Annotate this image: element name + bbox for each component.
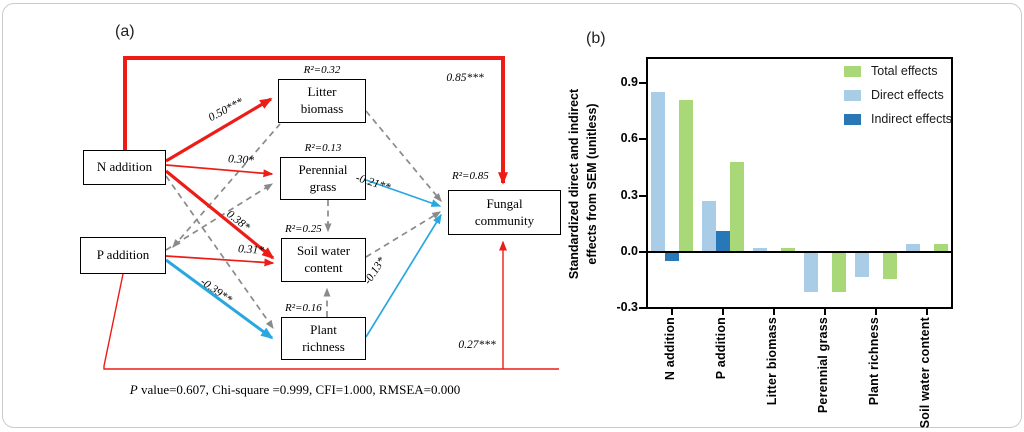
bar-plant-richness-direct [855, 253, 870, 278]
sem-box-n-addition: N addition [83, 150, 166, 185]
x-tick-n-addition [670, 309, 673, 315]
sem-diagram-panel: (a) [35, 23, 561, 398]
legend-item-total-effects: Total effects [844, 64, 952, 78]
coef-n-perennial: 0.30* [227, 153, 255, 167]
y-axis-title-line2: effects from SEM (unitless) [584, 103, 599, 265]
x-tick-litter-biomass [772, 309, 775, 315]
model-fit-stats: P value=0.607, Chi-square =0.999, CFI=1.… [35, 382, 555, 398]
y-axis-title: Standardized direct and indirect effects… [566, 24, 602, 344]
r2-perennial-grass: R²=0.13 [304, 142, 342, 154]
bar-plant-richness-total [883, 253, 898, 280]
bar-p-addition-indirect [715, 231, 730, 252]
bar-n-addition-total [678, 99, 693, 252]
y-axis-title-line1: Standardized direct and indirect [567, 88, 581, 280]
coef-p-fungal: 0.27*** [458, 339, 496, 351]
sem-box-litter-biomass: Litter biomass [278, 79, 366, 123]
legend-swatch-total-effects [844, 65, 861, 77]
panel-b-label: (b) [586, 30, 606, 47]
r2-fungal-community: R²=0.85 [452, 170, 489, 182]
y-tick-label: 0.0 [620, 244, 638, 258]
legend-label-indirect-effects: Indirect effects [871, 112, 953, 126]
fit-stats-p: P [129, 382, 138, 397]
y-tick [639, 307, 646, 310]
coef-p-soil: 0.31* [237, 243, 265, 257]
legend-item-direct-effects: Direct effects [844, 88, 952, 102]
y-tick [639, 82, 646, 85]
x-tick-perennial-grass [824, 309, 827, 315]
panel-a-label: (a) [115, 23, 135, 40]
path-p-addition-to-perennial-grass [165, 183, 274, 251]
sem-box-p-addition: P addition [80, 237, 166, 274]
path-n-addition-to-perennial-grass [165, 164, 274, 178]
path-p-addition-to-soil-water [165, 255, 275, 267]
y-tick [639, 251, 646, 253]
x-tick-p-addition [721, 309, 724, 315]
bar-n-addition-indirect [664, 253, 679, 261]
bar-perennial-grass-direct [804, 253, 819, 293]
path-n-addition-to-litter-biomass [165, 97, 273, 163]
r2-litter-biomass: R²=0.32 [303, 64, 341, 76]
bar-n-addition-direct [650, 92, 665, 252]
y-tick-label: 0.3 [620, 187, 638, 202]
y-tick [639, 138, 646, 141]
bar-litter-biomass-direct [752, 248, 767, 252]
y-tick-label: -0.3 [616, 300, 638, 315]
legend-item-indirect-effects: Indirect effects [844, 112, 952, 126]
sem-box-plant-richness: Plant richness [281, 317, 366, 360]
path-plant-richness-to-fungal-community [365, 213, 442, 338]
sem-box-fungal-community: Fungal community [448, 190, 561, 235]
x-tick-plant-richness [875, 309, 878, 315]
bar-p-addition-total [729, 161, 744, 252]
legend-label-direct-effects: Direct effects [871, 88, 944, 102]
r2-soil-water-content: R²=0.25 [285, 223, 322, 235]
path-n-addition-to-fungal-community [123, 56, 508, 185]
legend: Total effects Direct effects Indirect effe… [844, 64, 952, 136]
x-axis-label-n-addition: N addition [662, 317, 677, 381]
path-litter-biomass-to-fungal-community [365, 110, 442, 202]
x-axis-label-plant-richness: Plant richness [867, 317, 882, 406]
x-axis-label-perennial-grass: Perennial grass [816, 317, 831, 414]
bar-chart-panel: (b) Standardized direct and indirect eff… [560, 0, 1024, 432]
path-perennial-grass-to-fungal-community [365, 179, 442, 207]
legend-label-total-effects: Total effects [871, 64, 938, 78]
sem-arrows-svg [103, 56, 559, 370]
path-soil-water-to-fungal-community [365, 211, 442, 258]
x-axis-label-litter-biomass: Litter biomass [764, 317, 779, 406]
sem-box-perennial-grass: Perennial grass [280, 157, 366, 200]
zero-line [646, 251, 953, 253]
x-axis-label-soil-water-content: Soil water content [918, 317, 933, 429]
bar-p-addition-direct [701, 201, 716, 252]
bar-soil-water-content-total [934, 244, 949, 252]
path-p-addition-to-plant-richness [165, 258, 274, 340]
path-p-addition-to-litter-biomass [172, 123, 281, 248]
x-axis-label-p-addition: P addition [713, 317, 728, 380]
r2-plant-richness: R²=0.16 [285, 302, 322, 314]
bar-perennial-grass-total [832, 253, 847, 293]
legend-swatch-direct-effects [844, 89, 861, 101]
bar-soil-water-content-direct [906, 244, 921, 252]
sem-box-soil-water-content: Soil water content [281, 238, 366, 282]
y-tick [639, 194, 646, 197]
coef-n-fungal: 0.85*** [446, 72, 484, 84]
path-p-addition-to-fungal-community-route [103, 273, 559, 370]
plot-area: Total effects Direct effects Indirect effe… [646, 57, 953, 309]
y-tick-label: 0.6 [620, 131, 638, 146]
path-n-addition-to-soil-water [164, 169, 275, 260]
x-tick-soil-water-content [926, 309, 929, 315]
bar-litter-biomass-total [780, 248, 795, 252]
fit-stats-values: value=0.607, Chi-square =0.999, CFI=1.00… [137, 382, 461, 397]
legend-swatch-indirect-effects [844, 113, 861, 125]
y-tick-label: 0.9 [620, 75, 638, 90]
